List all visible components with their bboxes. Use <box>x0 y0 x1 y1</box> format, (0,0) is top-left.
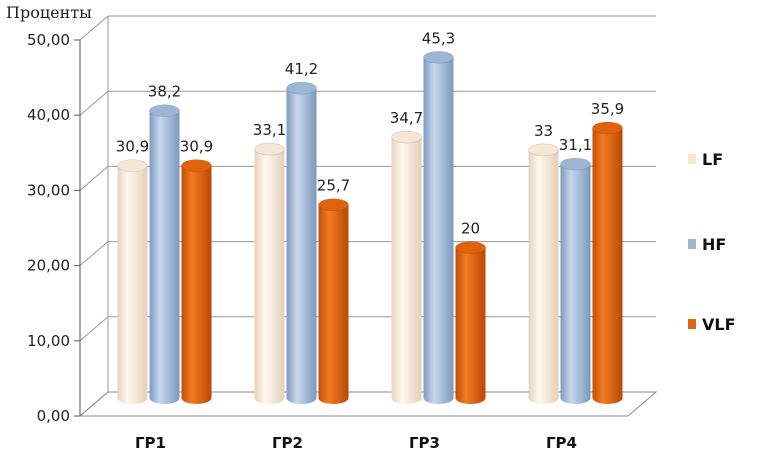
bar-HF-ГР4 <box>560 157 591 404</box>
bar-HF-ГР2 <box>286 81 317 405</box>
bar-VLF-ГР3 <box>455 241 486 404</box>
gridline-side <box>79 15 109 41</box>
legend: LF HF VLF <box>688 150 736 334</box>
legend-item-VLF: VLF <box>688 315 736 334</box>
axes: 0,00 10,00 20,00 30,00 40,00 50,00 ГР1 ГР2 ГР3 ГР… <box>27 31 577 452</box>
legend-swatch <box>688 154 696 164</box>
data-label: 41,2 <box>285 60 318 78</box>
legend-label: LF <box>702 150 723 169</box>
legend-item-LF: LF <box>688 150 723 169</box>
bars <box>117 51 623 405</box>
data-label: 31,1 <box>559 136 592 154</box>
y-tick-label: 50,00 <box>27 31 70 49</box>
bar-LF-ГР2 <box>254 142 285 404</box>
x-category-label: ГР3 <box>409 434 440 452</box>
gridline-side <box>79 241 109 266</box>
data-label: 25,7 <box>317 177 350 195</box>
gridline-side <box>79 90 109 116</box>
data-label: 33,1 <box>253 121 286 139</box>
data-label: 35,9 <box>591 100 624 118</box>
y-tick-label: 40,00 <box>27 106 70 124</box>
legend-label: VLF <box>702 315 736 334</box>
y-tick-label: 20,00 <box>27 257 70 275</box>
bar-VLF-ГР4 <box>592 121 623 405</box>
floor <box>78 391 658 417</box>
gridline-side <box>79 316 109 342</box>
x-category-label: ГР1 <box>135 434 166 452</box>
bar-VLF-ГР2 <box>318 198 349 404</box>
data-labels: 30,9 38,2 30,9 33,1 41,2 25,7 34,7 45,3 20 33 31,1… <box>116 29 624 237</box>
y-tick-label: 10,00 <box>27 332 70 350</box>
legend-swatch <box>688 319 696 329</box>
data-label: 30,9 <box>116 138 149 156</box>
bar-LF-ГР1 <box>117 159 148 404</box>
legend-label: HF <box>702 235 726 254</box>
data-label: 45,3 <box>422 29 455 47</box>
legend-item-HF: HF <box>688 235 726 254</box>
x-category-label: ГР4 <box>546 434 577 452</box>
gridline-side <box>79 166 109 191</box>
y-tick-label: 0,00 <box>37 407 70 425</box>
data-label: 38,2 <box>148 83 181 101</box>
bar-HF-ГР1 <box>149 104 180 405</box>
legend-swatch <box>688 239 696 249</box>
y-tick-label: 30,00 <box>27 181 70 199</box>
data-label: 20 <box>461 220 480 238</box>
bar-HF-ГР3 <box>423 51 454 405</box>
data-label: 33 <box>534 122 553 140</box>
data-label: 34,7 <box>390 109 423 127</box>
y-axis-title: Проценты <box>6 3 92 22</box>
bar-LF-ГР4 <box>528 143 559 404</box>
bar-VLF-ГР1 <box>181 159 212 404</box>
data-label: 30,9 <box>180 138 213 156</box>
bar-LF-ГР3 <box>391 130 422 404</box>
x-category-label: ГР2 <box>272 434 303 452</box>
